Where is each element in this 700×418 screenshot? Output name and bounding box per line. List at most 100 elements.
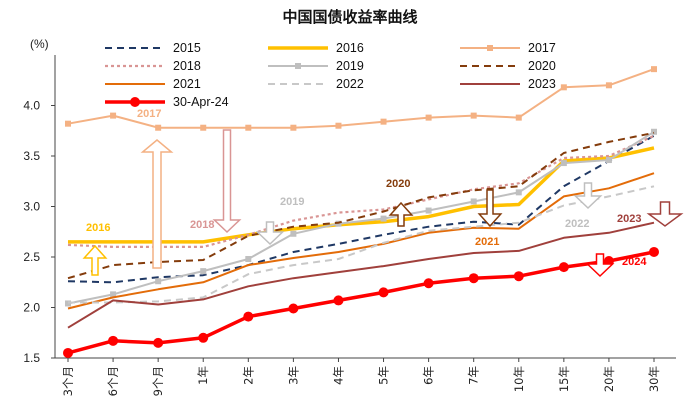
series-point-2017: [335, 122, 342, 129]
series-point-30-Apr-24: [423, 278, 434, 289]
series-point-2019: [245, 256, 252, 263]
series-point-30-Apr-24: [243, 311, 254, 322]
annotation-2018: 2018: [190, 219, 214, 231]
series-point-2017: [605, 82, 612, 89]
annotation-2023: 2023: [617, 213, 641, 225]
series-point-30-Apr-24: [153, 337, 164, 348]
series-point-2017: [425, 114, 432, 121]
series-point-2017: [200, 124, 207, 131]
y-tick-label: 2.5: [23, 250, 40, 264]
y-tick-label: 1.5: [23, 351, 40, 365]
series-point-30-Apr-24: [333, 295, 344, 306]
series-point-2017: [245, 124, 252, 131]
series-point-2019: [380, 215, 387, 222]
series-point-2017: [515, 114, 522, 121]
legend-label-2018: 2018: [173, 59, 201, 73]
x-tick-label: 2年: [241, 366, 255, 385]
arrow-2019-down-icon: [255, 221, 285, 246]
x-tick-label: 15年: [557, 366, 571, 392]
y-tick-label: 3.5: [23, 149, 40, 163]
series-line-2018: [67, 134, 655, 248]
series-point-2017: [380, 118, 387, 125]
series-point-2019: [155, 278, 162, 285]
series-point-30-Apr-24: [558, 262, 569, 273]
arrow-2020-up-icon: [388, 201, 414, 227]
legend-label-30-Apr-24: 30-Apr-24: [173, 95, 229, 109]
series-line-2015: [67, 134, 655, 284]
legend-label-2016: 2016: [336, 41, 364, 55]
series-line-2022: [68, 185, 655, 304]
series-point-2017: [110, 112, 117, 119]
series-point-2017: [470, 112, 477, 119]
x-tick-label: 9个月: [151, 366, 165, 396]
series-point-30-Apr-24: [468, 273, 479, 284]
series-line-2020: [67, 131, 655, 280]
series-point-2019: [605, 157, 612, 164]
series-line-2017: [67, 68, 655, 129]
series-point-2017: [65, 120, 71, 127]
annotation-2020: 2020: [386, 178, 410, 190]
arrow-2024-down-icon: [585, 253, 615, 278]
y-axis-label: (%): [30, 37, 49, 51]
y-tick-label: 3.0: [23, 200, 40, 214]
y-tick-label: 4.0: [23, 99, 40, 113]
annotation-2021: 2021: [475, 236, 499, 248]
x-tick-label: 6个月: [106, 366, 120, 396]
legend-label-2017: 2017: [528, 41, 556, 55]
series-line-2023: [67, 221, 655, 329]
x-tick-label: 5年: [377, 366, 391, 385]
series-point-2019: [290, 230, 297, 237]
arrow-2022-down-icon: [573, 182, 603, 210]
series-point-30-Apr-24: [108, 335, 119, 346]
series-point-2019: [425, 207, 432, 214]
legend-label-2015: 2015: [173, 41, 201, 55]
series-point-2019: [110, 291, 117, 298]
legend-label-2020: 2020: [528, 59, 556, 73]
series-point-2019: [560, 160, 567, 167]
series-point-2017: [290, 124, 297, 131]
arrow-2017-up-icon: [140, 139, 174, 269]
series-point-2017: [560, 84, 567, 91]
arrow-2016-up-icon: [82, 244, 108, 276]
x-tick-label: 1年: [196, 366, 210, 385]
x-tick-label: 30年: [647, 366, 661, 392]
y-tick-label: 2.0: [23, 301, 40, 315]
series-point-2019: [651, 128, 657, 135]
series-point-30-Apr-24: [198, 332, 209, 343]
arrow-2021-down-icon: [477, 189, 503, 228]
arrow-2018-down-icon: [212, 129, 242, 234]
legend-marker-30-Apr-24: [130, 97, 140, 107]
legend-label-2022: 2022: [336, 77, 364, 91]
x-tick-label: 3个月: [61, 366, 75, 396]
series-point-2017: [651, 66, 657, 73]
x-tick-label: 20年: [602, 366, 616, 392]
series-point-2017: [155, 124, 162, 131]
series-point-30-Apr-24: [63, 347, 73, 358]
arrow-2023-down-icon: [646, 201, 684, 227]
series-line-30-Apr-24: [67, 250, 655, 355]
series-line-2021: [67, 172, 655, 310]
legend-label-2023: 2023: [528, 77, 556, 91]
series-point-30-Apr-24: [513, 271, 524, 282]
series-line-2019: [67, 130, 655, 305]
series-point-30-Apr-24: [649, 246, 659, 257]
series-point-2019: [200, 268, 207, 275]
legend-marker-2019: [295, 63, 301, 69]
x-tick-label: 3年: [286, 366, 300, 385]
legend-marker-2017: [487, 45, 493, 51]
x-tick-label: 7年: [467, 366, 481, 385]
annotation-2017: 2017: [137, 108, 161, 120]
annotation-2024: 2024: [622, 256, 647, 268]
series-point-2019: [470, 198, 477, 205]
series-point-2019: [515, 189, 522, 196]
legend-label-2019: 2019: [336, 59, 364, 73]
annotation-2022: 2022: [565, 218, 589, 230]
x-tick-label: 10年: [512, 366, 526, 392]
series-point-30-Apr-24: [378, 287, 389, 298]
annotation-2019: 2019: [280, 196, 304, 208]
series-point-30-Apr-24: [288, 303, 299, 314]
x-tick-label: 4年: [331, 366, 345, 385]
chart-title: 中国国债收益率曲线: [282, 8, 417, 26]
